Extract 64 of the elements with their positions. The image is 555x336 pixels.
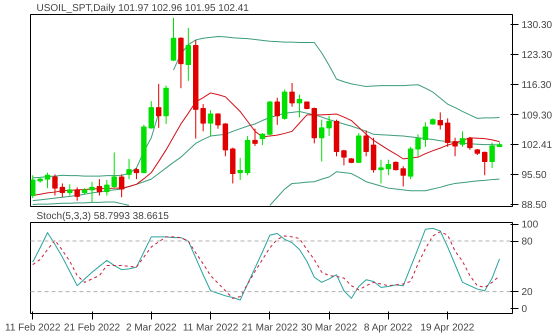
candlestick: [296, 94, 302, 118]
candlestick: [96, 178, 102, 196]
candlestick: [341, 149, 347, 166]
y-tick-label: 130.30: [522, 20, 553, 31]
chart-title: USOIL_SPT,Daily 101.97 102.96 101.95 102.41: [36, 3, 250, 14]
candlestick: [200, 104, 206, 132]
candlestick: [444, 118, 450, 148]
candlestick: [170, 17, 176, 62]
candlestick: [89, 181, 95, 202]
candlestick: [67, 184, 72, 196]
candlestick: [112, 152, 117, 189]
candlestick: [400, 166, 406, 187]
candlestick: [363, 130, 369, 157]
y-tick-label: 20: [522, 287, 534, 298]
x-tick-label: 19 Apr 2022: [420, 322, 475, 334]
candlestick: [237, 158, 243, 180]
candlestick: [215, 112, 221, 130]
candlestick: [438, 112, 443, 130]
candlestick: [489, 142, 495, 168]
candlestick: [104, 179, 110, 196]
candlestick: [318, 119, 324, 162]
x-tick-label: 8 Apr 2022: [364, 322, 413, 334]
y-tick-label: 88.50: [522, 200, 547, 212]
candlestick: [208, 110, 214, 137]
candlestick: [156, 83, 162, 128]
candlestick: [74, 186, 80, 202]
x-tick-label: 30 Mar 2022: [301, 322, 358, 334]
x-tick-label: 21 Mar 2022: [242, 322, 298, 334]
x-tick-label: 11 Feb 2022: [5, 322, 61, 334]
candlestick: [134, 167, 140, 180]
y-tick-label: 0: [522, 304, 528, 315]
candlestick: [460, 130, 466, 148]
candlestick: [44, 172, 50, 189]
candlestick: [148, 100, 154, 130]
y-tick-label: 109.30: [522, 110, 553, 122]
y-tick-label: 100: [522, 220, 539, 231]
candlestick: [260, 132, 266, 146]
candlestick: [274, 97, 280, 126]
y-tick-label: 102.41: [522, 140, 553, 152]
x-tick-label: 2 Mar 2022: [126, 322, 178, 334]
y-tick-label: 95.50: [522, 170, 547, 181]
candlestick: [386, 159, 392, 176]
x-tick-label: 21 Feb 2022: [64, 322, 121, 334]
y-tick-label: 123.30: [522, 50, 553, 62]
candlestick: [467, 136, 473, 150]
candlestick: [326, 115, 332, 137]
candlestick: [186, 27, 192, 82]
candlestick: [252, 128, 258, 146]
y-tick-label: 80: [522, 236, 534, 248]
x-tick-label: 11 Mar 2022: [182, 322, 239, 334]
candlestick: [118, 174, 124, 198]
chart-title: Stoch(5,3,3) 58.7993 38.6615: [36, 211, 170, 222]
candlestick: [126, 158, 132, 180]
candlestick: [422, 122, 428, 148]
candlestick: [452, 137, 458, 157]
candlestick: [482, 151, 488, 176]
candlestick: [378, 159, 384, 184]
candlestick: [415, 134, 421, 157]
candlestick: [60, 182, 66, 198]
candlestick: [30, 174, 36, 199]
candlestick: [393, 160, 399, 172]
candlestick: [52, 174, 58, 196]
y-tick-label: 116.30: [522, 80, 552, 92]
candlestick: [289, 82, 295, 108]
